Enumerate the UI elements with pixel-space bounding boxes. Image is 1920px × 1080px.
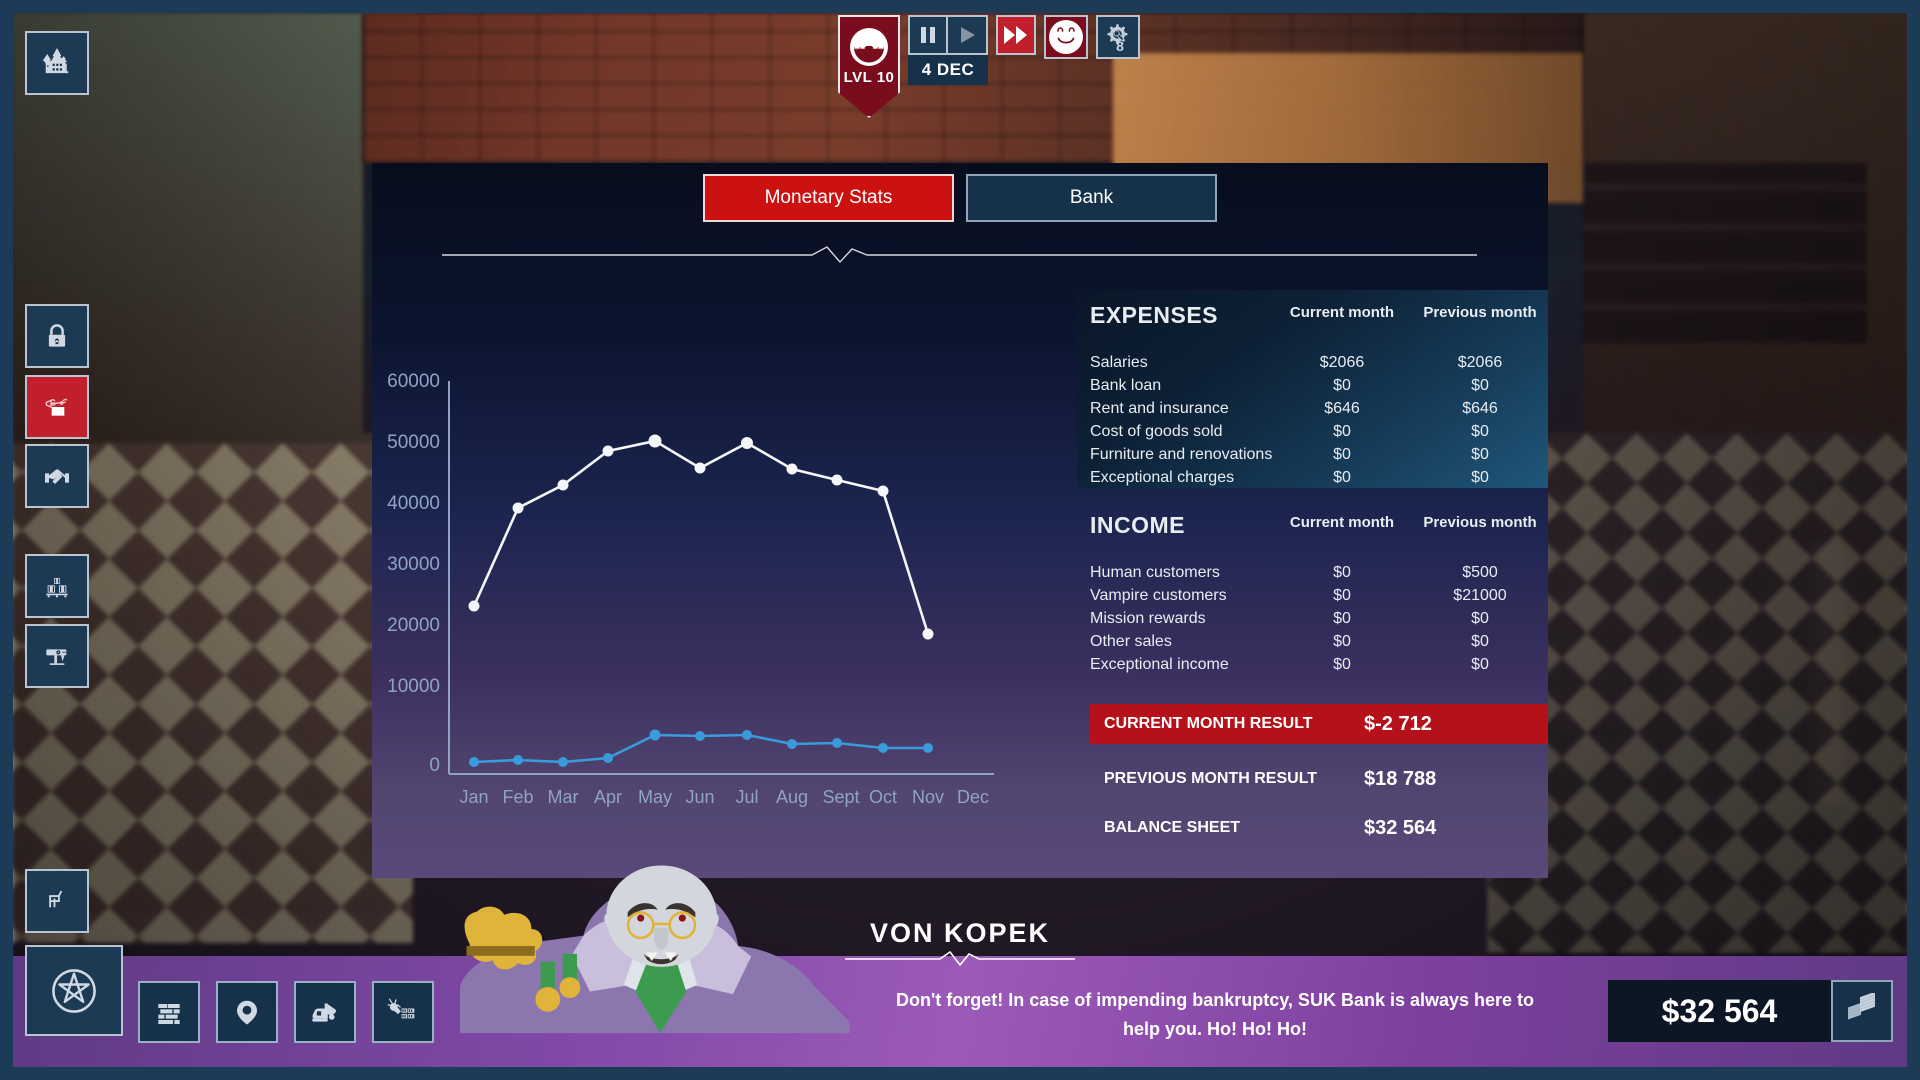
svg-text:Jan: Jan bbox=[459, 787, 488, 807]
svg-text:Aug: Aug bbox=[776, 787, 808, 807]
svg-text:Nov: Nov bbox=[912, 787, 944, 807]
svg-text:Feb: Feb bbox=[502, 787, 533, 807]
svg-text:Jun: Jun bbox=[685, 787, 714, 807]
svg-text:60000: 60000 bbox=[387, 371, 440, 392]
svg-text:Apr: Apr bbox=[594, 787, 622, 807]
svg-text:30000: 30000 bbox=[387, 554, 440, 575]
svg-text:0: 0 bbox=[429, 755, 440, 776]
svg-text:20000: 20000 bbox=[387, 615, 440, 636]
svg-text:Sept: Sept bbox=[822, 787, 859, 807]
svg-text:10000: 10000 bbox=[387, 676, 440, 697]
svg-text:May: May bbox=[638, 787, 672, 807]
svg-text:Jul: Jul bbox=[735, 787, 758, 807]
svg-text:Dec: Dec bbox=[957, 787, 989, 807]
svg-text:Oct: Oct bbox=[869, 787, 897, 807]
svg-text:Mar: Mar bbox=[548, 787, 579, 807]
svg-text:40000: 40000 bbox=[387, 493, 440, 514]
svg-text:50000: 50000 bbox=[387, 432, 440, 453]
